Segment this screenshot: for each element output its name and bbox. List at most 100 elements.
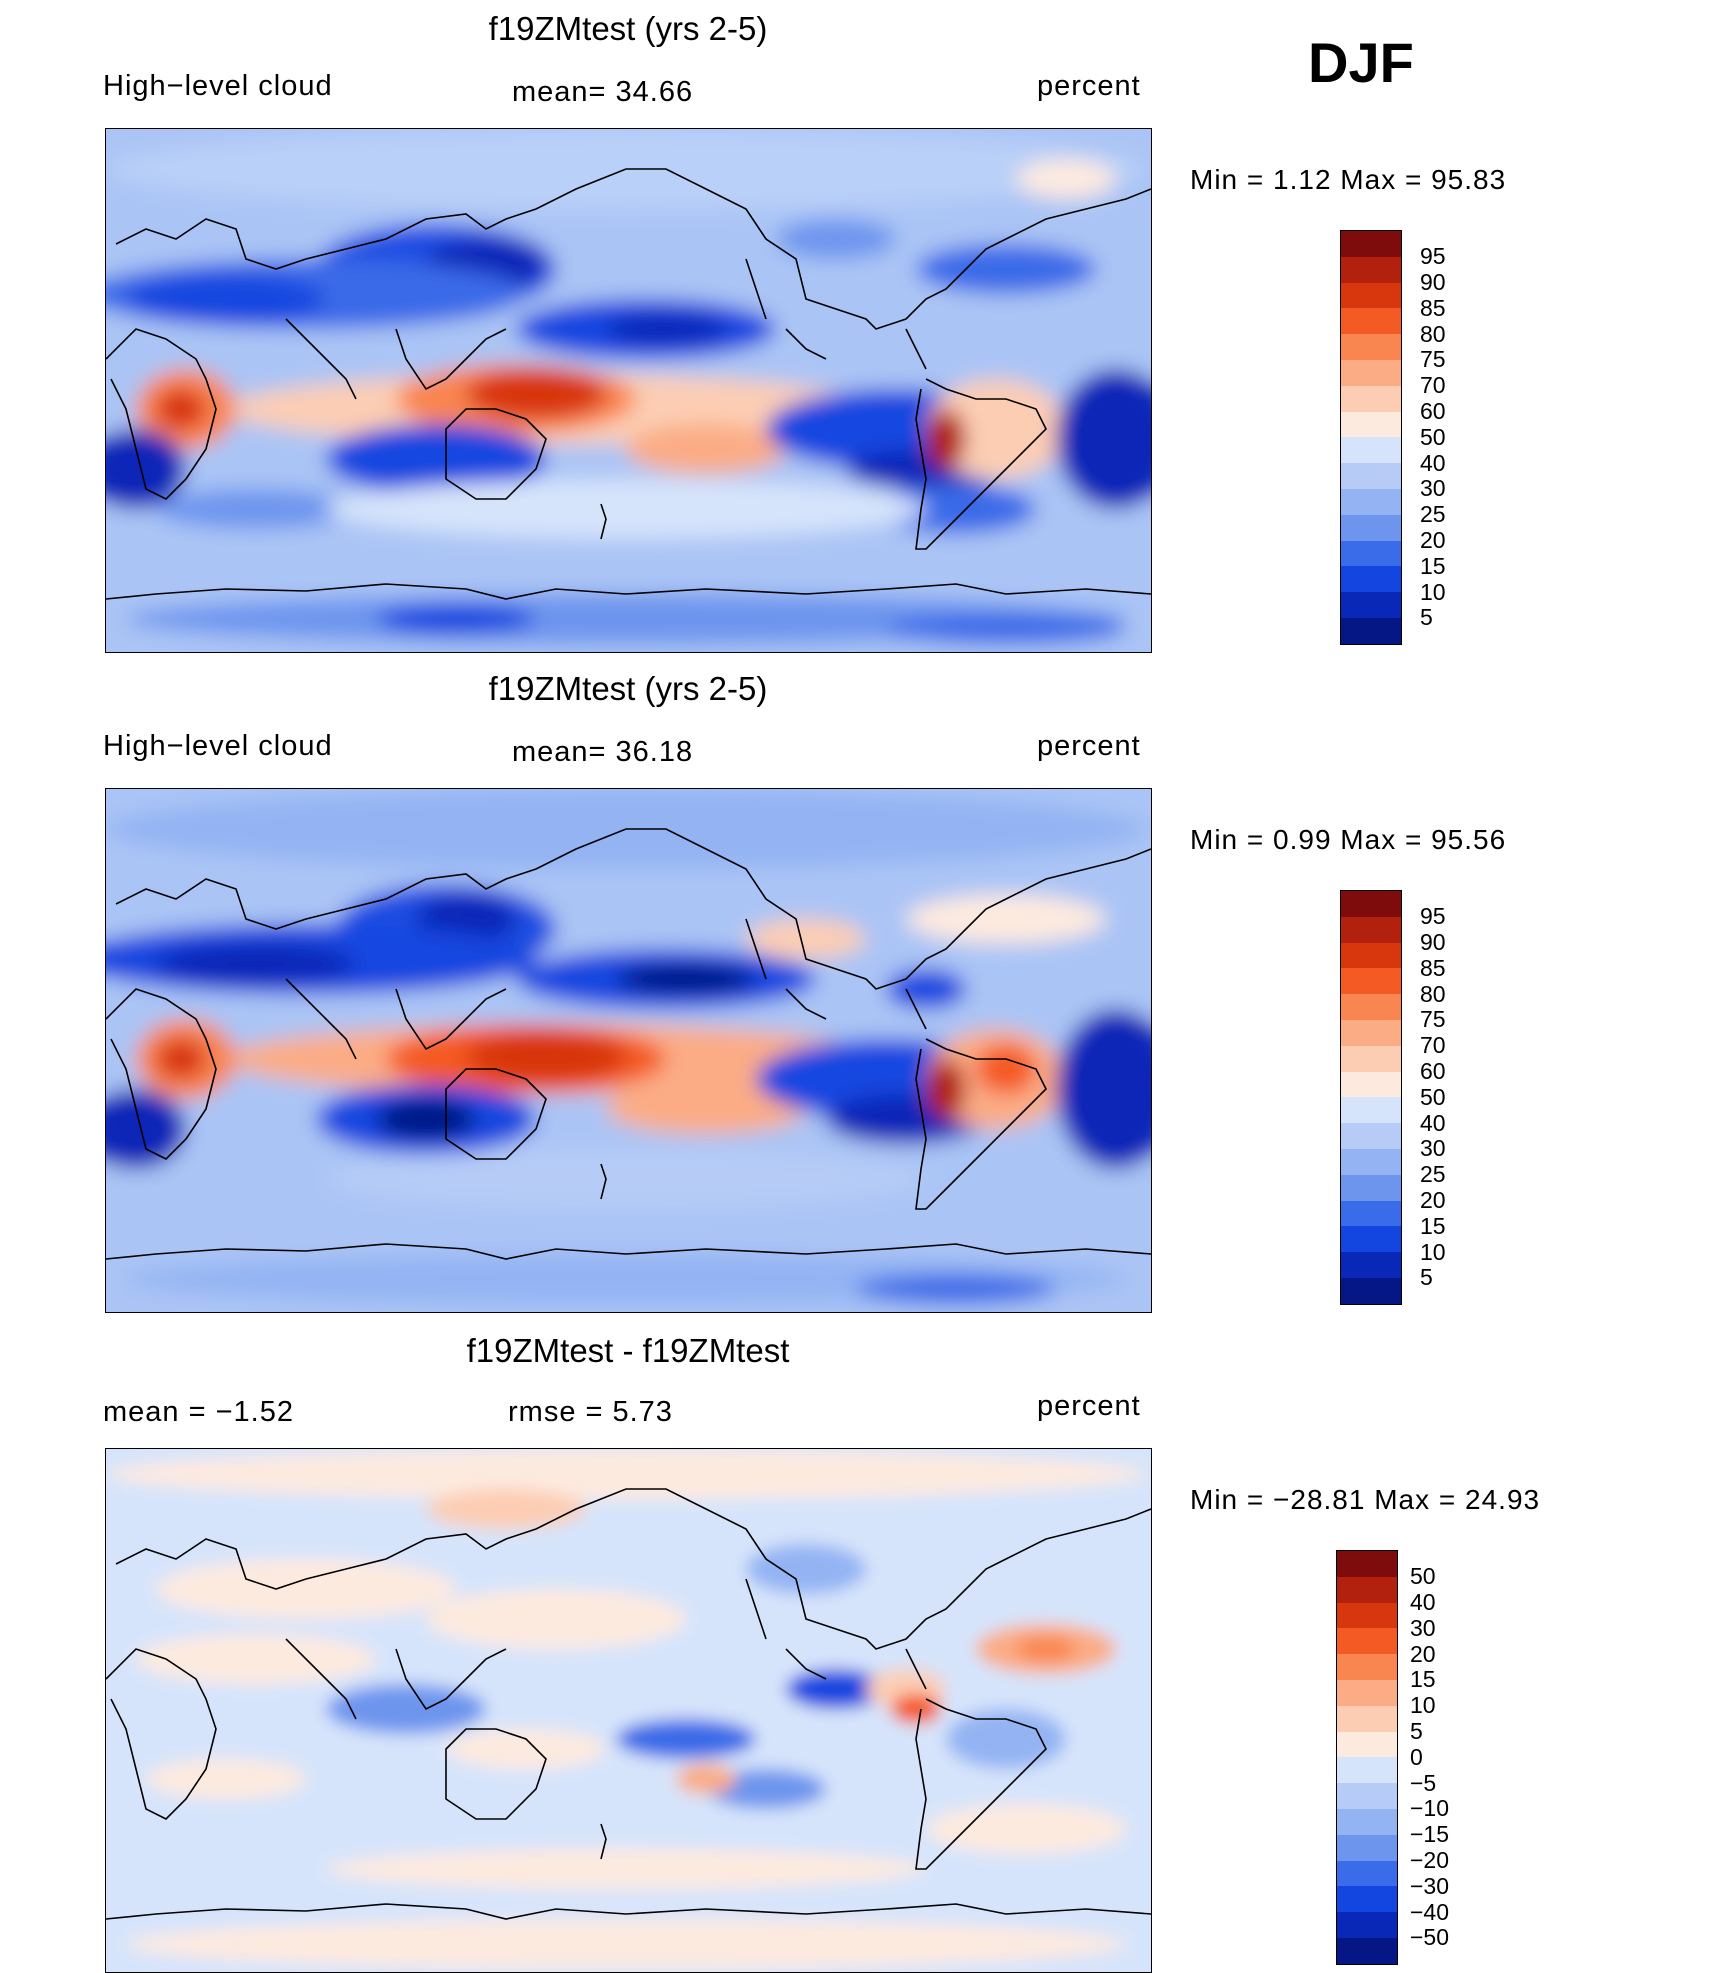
panel-2-tick: 50 — [1420, 1084, 1446, 1110]
panel-3-tick: −30 — [1410, 1873, 1450, 1899]
panel-2-colorbar-swatch — [1341, 1277, 1401, 1304]
panel-1-colorbar-swatch — [1341, 385, 1401, 412]
panel-3-tick: 0 — [1410, 1744, 1423, 1770]
panel-3-tick: −15 — [1410, 1821, 1450, 1847]
panel-1-title: f19ZMtest (yrs 2-5) — [488, 10, 768, 47]
panel-3-tick: 15 — [1410, 1666, 1436, 1692]
panel-1-colorbar-swatch — [1341, 540, 1401, 567]
panel-1-colorbar-swatch — [1341, 463, 1401, 489]
panel-1-colorbar — [1340, 230, 1402, 645]
panel-3-tick: −40 — [1410, 1899, 1450, 1925]
panel-2-minmax: Min = 0.99 Max = 95.56 — [1190, 824, 1507, 855]
panel-2-tick: 70 — [1420, 1032, 1446, 1058]
panel-3-tick: −5 — [1410, 1770, 1437, 1796]
panel-1-variable-label: High−level cloud — [103, 70, 333, 102]
panel-1-colorbar-swatch — [1341, 566, 1401, 593]
panel-2-tick: 25 — [1420, 1161, 1446, 1187]
panel-3-tick: 50 — [1410, 1563, 1436, 1589]
panel-2-tick: 95 — [1420, 903, 1446, 929]
panel-1-tick: 15 — [1420, 553, 1446, 579]
panel-2-colorbar-swatch — [1341, 1252, 1401, 1278]
panel-1-tick: 80 — [1420, 321, 1446, 347]
panel-3-colorbar-swatch — [1337, 1576, 1397, 1603]
panel-3-tick: 20 — [1410, 1641, 1436, 1667]
panel-3-tick: 5 — [1410, 1718, 1423, 1744]
panel-1-tick: 50 — [1420, 424, 1446, 450]
panel-1-colorbar-swatch — [1341, 488, 1401, 515]
panel-3-colorbar-swatch — [1337, 1886, 1397, 1913]
panel-1-mean-label: mean= 34.66 — [512, 76, 694, 108]
panel-2-tick: 75 — [1420, 1006, 1446, 1032]
panel-2-colorbar-swatch — [1341, 1019, 1401, 1046]
panel-1-colorbar-swatch — [1341, 282, 1401, 309]
panel-3-tick: 10 — [1410, 1692, 1436, 1718]
panel-1-colorbar-swatch — [1341, 617, 1401, 644]
panel-1-units-label: percent — [1037, 70, 1141, 102]
panel-1-colorbar-swatch — [1341, 437, 1401, 464]
panel-3-map — [105, 1448, 1152, 1973]
panel-1-tick: 20 — [1420, 527, 1446, 553]
panel-1-colorbar-swatch — [1341, 359, 1401, 386]
panel-2-colorbar-swatch — [1341, 1226, 1401, 1253]
season-label: DJF — [1308, 31, 1414, 94]
panel-2-coastlines — [106, 828, 1151, 1260]
panel-1-tick: 25 — [1420, 501, 1446, 527]
panel-2-colorbar-swatch — [1341, 1071, 1401, 1098]
panel-2-tick: 40 — [1420, 1110, 1446, 1136]
panel-3-title: f19ZMtest - f19ZMtest — [466, 1332, 790, 1369]
panel-2-tick: 90 — [1420, 929, 1446, 955]
panel-3-tick: −10 — [1410, 1795, 1450, 1821]
panel-3-colorbar-swatch — [1337, 1654, 1397, 1680]
panel-2-colorbar-swatch — [1341, 968, 1401, 995]
panel-2-title: f19ZMtest (yrs 2-5) — [488, 670, 768, 707]
panel-1-colorbar-swatch — [1341, 256, 1401, 283]
panel-2-map-svg — [106, 789, 1151, 1312]
panel-3-colorbar-swatch — [1337, 1912, 1397, 1938]
panel-2-map — [105, 788, 1152, 1313]
panel-1-colorbar-swatch — [1341, 514, 1401, 541]
panel-1-colorbar-swatch — [1341, 334, 1401, 360]
panel-3-colorbar-swatch — [1337, 1834, 1397, 1861]
panel-2-variable-label: High−level cloud — [103, 730, 333, 762]
panel-2-mean-label: mean= 36.18 — [512, 736, 694, 768]
panel-3-map-svg — [106, 1449, 1151, 1972]
panel-1-colorbar-swatch — [1341, 231, 1401, 257]
panel-2-colorbar-swatch — [1341, 942, 1401, 969]
panel-3-colorbar-swatch — [1337, 1551, 1397, 1577]
panel-2-tick: 30 — [1420, 1135, 1446, 1161]
panel-2-colorbar-swatch — [1341, 916, 1401, 943]
panel-1-tick: 40 — [1420, 450, 1446, 476]
panel-1-tick: 95 — [1420, 243, 1446, 269]
panel-3-colorbar-swatch — [1337, 1628, 1397, 1655]
panel-3-colorbar — [1336, 1550, 1398, 1965]
panel-1-map — [105, 128, 1152, 653]
panel-3-colorbar-swatch — [1337, 1783, 1397, 1809]
panel-3-colorbar-swatch — [1337, 1705, 1397, 1732]
panel-1-tick: 70 — [1420, 372, 1446, 398]
panel-2-units-label: percent — [1037, 730, 1141, 762]
panel-1-tick: 75 — [1420, 346, 1446, 372]
panel-1-tick: 90 — [1420, 269, 1446, 295]
panel-3-coastlines — [106, 1488, 1151, 1920]
panel-2-colorbar-swatch — [1341, 1123, 1401, 1149]
panel-1-colorbar-swatch — [1341, 308, 1401, 335]
panel-2-colorbar-swatch — [1341, 1097, 1401, 1124]
panel-1-coastlines — [106, 168, 1151, 600]
panel-3-colorbar-swatch — [1337, 1731, 1397, 1758]
panel-3-colorbar-swatch — [1337, 1679, 1397, 1706]
panel-1-tick: 85 — [1420, 295, 1446, 321]
panel-3-tick: 40 — [1410, 1589, 1436, 1615]
panel-1-minmax: Min = 1.12 Max = 95.83 — [1190, 164, 1507, 195]
panel-1-colorbar-swatch — [1341, 411, 1401, 438]
panel-3-rmse-label: rmse = 5.73 — [508, 1396, 673, 1428]
panel-2-tick: 15 — [1420, 1213, 1446, 1239]
panel-2-colorbar-swatch — [1341, 891, 1401, 917]
panel-2-tick: 5 — [1420, 1264, 1433, 1290]
panel-2-tick: 85 — [1420, 955, 1446, 981]
panel-3-tick: −50 — [1410, 1924, 1450, 1950]
panel-3-tick: −20 — [1410, 1847, 1450, 1873]
panel-2-tick: 80 — [1420, 981, 1446, 1007]
panel-1-tick: 30 — [1420, 475, 1446, 501]
panel-3-colorbar-swatch — [1337, 1757, 1397, 1784]
panel-3-units-label: percent — [1037, 1390, 1141, 1422]
